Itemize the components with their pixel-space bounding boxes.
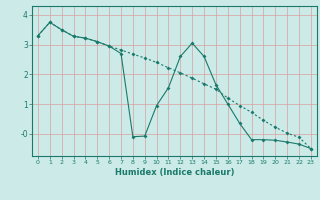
X-axis label: Humidex (Indice chaleur): Humidex (Indice chaleur) [115, 168, 234, 177]
